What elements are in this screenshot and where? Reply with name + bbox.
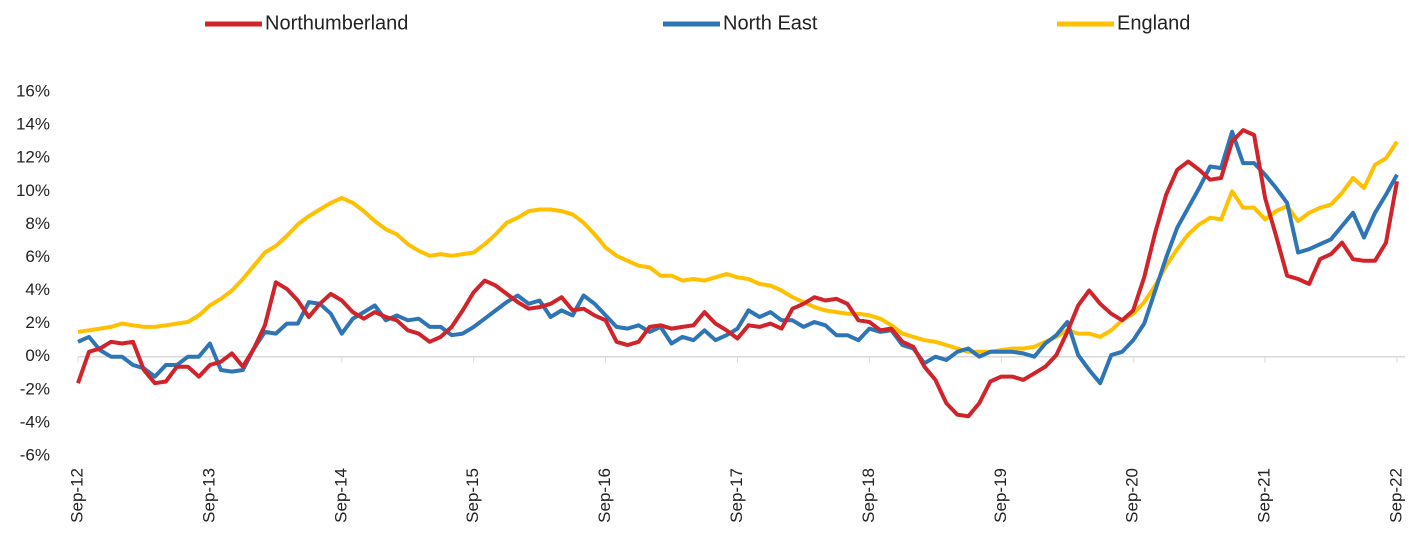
- y-tick-label: 2%: [25, 313, 50, 332]
- series-line: [77, 129, 1399, 386]
- x-tick-label: Sep-12: [67, 468, 86, 523]
- y-tick-label: 0%: [25, 346, 50, 365]
- x-tick-label: Sep-17: [727, 468, 746, 523]
- y-tick-label: 4%: [25, 280, 50, 299]
- y-tick-label: 6%: [25, 247, 50, 266]
- series-line: [76, 128, 1399, 419]
- x-tick-label: Sep-21: [1255, 468, 1274, 523]
- y-tick-label: 10%: [16, 181, 50, 200]
- legend-label: England: [1117, 12, 1190, 34]
- x-tick-label: Sep-20: [1123, 468, 1142, 523]
- y-tick-label: 12%: [16, 148, 50, 167]
- x-tick-label: Sep-19: [991, 468, 1010, 523]
- y-tick-label: 14%: [16, 115, 50, 134]
- series-line: [77, 140, 1399, 354]
- x-tick-label: Sep-14: [331, 468, 350, 523]
- legend-label: Northumberland: [265, 12, 408, 34]
- y-tick-label: 8%: [25, 214, 50, 233]
- y-tick-label: 16%: [16, 81, 50, 100]
- y-tick-label: -2%: [20, 379, 50, 398]
- legend-label: North East: [723, 12, 818, 34]
- y-tick-label: -4%: [20, 412, 50, 431]
- x-tick-label: Sep-22: [1386, 468, 1405, 523]
- x-tick-label: Sep-13: [199, 468, 218, 523]
- x-tick-label: Sep-15: [463, 468, 482, 523]
- y-tick-label: -6%: [20, 445, 50, 464]
- x-tick-label: Sep-18: [859, 468, 878, 523]
- x-tick-label: Sep-16: [595, 468, 614, 523]
